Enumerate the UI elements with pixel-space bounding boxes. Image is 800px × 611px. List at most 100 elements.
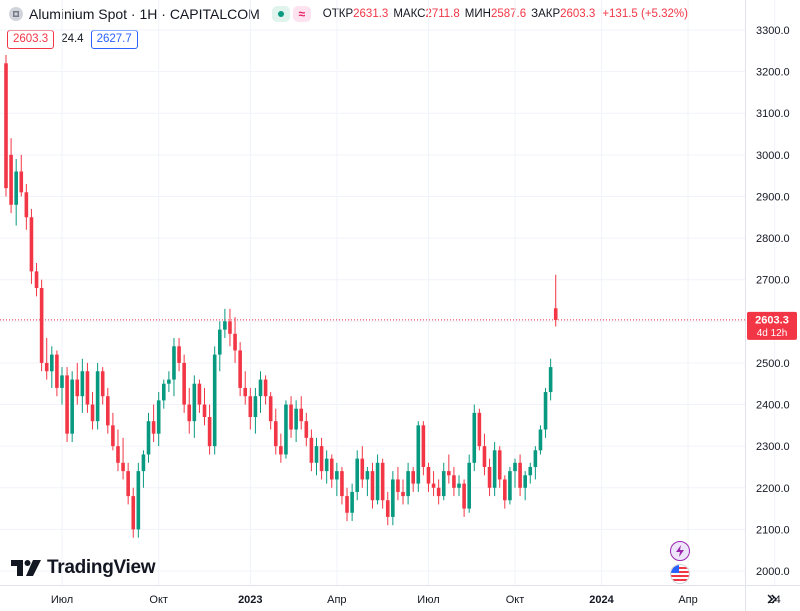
- candle: [39, 279, 44, 372]
- tradingview-logo-icon: [11, 560, 41, 576]
- candle-body: [462, 483, 466, 509]
- candle: [294, 400, 298, 442]
- candle-body: [538, 429, 543, 451]
- candle: [523, 471, 527, 501]
- candle: [553, 274, 558, 327]
- candle-body: [528, 466, 533, 476]
- candle: [75, 362, 80, 405]
- candle: [487, 458, 492, 497]
- candle-body: [431, 483, 436, 488]
- candle-body: [55, 354, 59, 388]
- symbol-logo-icon[interactable]: [9, 7, 23, 21]
- candle: [197, 379, 202, 413]
- tradingview-logo[interactable]: TradingView: [11, 556, 156, 580]
- candle-body: [212, 354, 217, 447]
- candle-body: [416, 425, 421, 484]
- candle: [467, 454, 471, 513]
- candle: [80, 358, 85, 413]
- market-open-dot-icon[interactable]: [271, 6, 290, 22]
- price-axis-tick-label: 2500.0: [756, 358, 790, 370]
- candle-body: [111, 425, 115, 447]
- candle-body: [167, 379, 171, 384]
- last-price-tag-countdown: 4d 12h: [757, 328, 788, 339]
- candle-body: [553, 308, 558, 320]
- candle: [192, 375, 197, 438]
- candle-body: [100, 371, 105, 397]
- bolt-icon[interactable]: [670, 541, 690, 561]
- candle-body: [391, 479, 395, 517]
- candle: [263, 375, 268, 405]
- candle-body: [289, 404, 293, 430]
- us-flag-icon[interactable]: [670, 564, 690, 584]
- candle-body: [156, 400, 161, 434]
- candle-body: [75, 379, 80, 397]
- price-axis-tick-label: 2200.0: [756, 483, 790, 495]
- candle: [508, 466, 512, 505]
- candle-body: [370, 471, 375, 501]
- change-value: +131.5 (+5.32%): [602, 8, 688, 20]
- candle: [360, 446, 365, 488]
- candle: [452, 466, 456, 497]
- candle: [55, 350, 59, 397]
- candle-body: [492, 450, 497, 488]
- price-axis-tick-label: 2300.0: [756, 441, 790, 453]
- candle: [24, 183, 29, 230]
- candle-body: [253, 396, 258, 418]
- price-axis-tick-label: 2100.0: [756, 524, 790, 536]
- time-axis-tick-label: Апр: [327, 594, 346, 606]
- candle: [299, 396, 304, 430]
- candle: [50, 346, 54, 388]
- candle-body: [233, 333, 237, 351]
- extended-hours-wave-icon[interactable]: ≈: [292, 6, 311, 22]
- candle-body: [299, 408, 304, 422]
- low-value: 2587.6: [490, 8, 527, 20]
- price-axis[interactable]: 3300.0 3200.0 3100.0 3000.0 2900.0 2800.0 2700…: [756, 25, 790, 578]
- candle-body: [70, 379, 74, 434]
- candle: [14, 159, 18, 226]
- candle: [324, 450, 329, 484]
- price-axis-tick-label: 3000.0: [756, 150, 790, 162]
- candle: [431, 471, 436, 497]
- candle-body: [477, 412, 482, 447]
- candle: [182, 354, 186, 413]
- candle: [421, 421, 426, 476]
- candle: [268, 392, 273, 430]
- candle-body: [513, 462, 517, 472]
- candle: [60, 367, 64, 405]
- candle: [548, 358, 553, 401]
- candle-body: [482, 446, 487, 467]
- candle: [492, 441, 497, 497]
- candle-body: [273, 421, 278, 447]
- symbol-title[interactable]: Aluminium Spot · 1H · CAPITALCOM: [29, 6, 260, 22]
- candle: [202, 387, 207, 426]
- candle: [146, 412, 151, 463]
- candle: [538, 425, 543, 455]
- last-price-tag-background: [747, 311, 797, 340]
- candle: [396, 466, 400, 501]
- candle: [518, 454, 522, 497]
- time-axis-tick-label: Окт: [149, 594, 168, 606]
- candle-body: [121, 462, 125, 472]
- candle: [279, 433, 283, 463]
- candle-body: [487, 466, 492, 488]
- candle-body: [106, 396, 110, 426]
- candle-body: [39, 288, 44, 363]
- candle: [248, 387, 253, 430]
- candle: [167, 371, 171, 393]
- low-label: МИН: [464, 8, 491, 20]
- time-axis[interactable]: Июл Окт 2023 Апр Июл Окт 2024 Апр 24: [51, 594, 781, 606]
- candle: [289, 396, 293, 438]
- candle: [9, 138, 13, 214]
- candle-body: [436, 487, 441, 497]
- candle-body: [197, 383, 202, 405]
- candle-body: [360, 458, 365, 480]
- candle-body: [19, 171, 24, 193]
- price-axis-tick-label: 3300.0: [756, 25, 790, 37]
- candle-body: [375, 462, 380, 501]
- candle: [441, 462, 446, 501]
- close-value: 2603.3: [560, 8, 596, 20]
- scroll-to-realtime-icon[interactable]: [765, 591, 779, 605]
- candle: [223, 308, 227, 338]
- candle: [233, 317, 237, 363]
